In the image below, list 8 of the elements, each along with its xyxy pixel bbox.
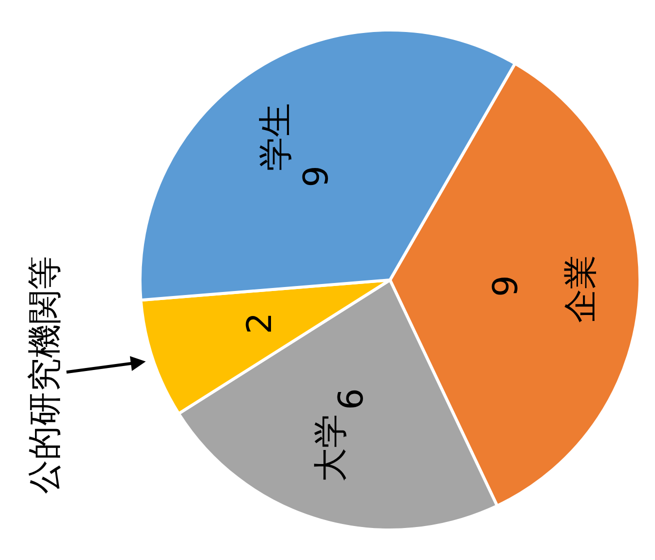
slice-label: 大学: [310, 414, 351, 482]
slice-label: 公的研究機関等: [25, 256, 65, 494]
data-label: 9: [296, 166, 337, 188]
data-label: 6: [332, 388, 372, 410]
data-label: 9: [486, 275, 526, 297]
slice-label: 企業: [560, 254, 601, 323]
slice-label: 学生: [256, 102, 296, 171]
data-label: 2: [240, 312, 280, 334]
